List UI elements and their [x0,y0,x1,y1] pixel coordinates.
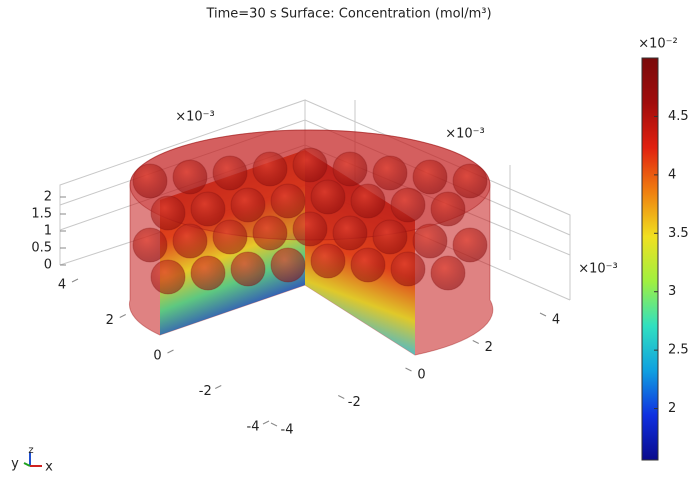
particle [133,228,167,262]
particle [391,252,425,286]
particle [191,192,225,226]
x-tick-label: 0 [417,368,425,383]
particle [453,228,487,262]
particle [271,248,305,282]
particle [151,196,185,230]
z-tick-label: 1 [44,224,52,239]
particle [351,248,385,282]
colorbar-tick-label: 2.5 [668,343,689,358]
triad-label: x [45,460,53,475]
y-tick [215,386,221,389]
particle [431,256,465,290]
z-tick-label: 0 [44,258,52,273]
particle [333,152,367,186]
chart: Time=30 s Surface: Concentration (mol/m³… [0,0,698,479]
y-tick [120,315,126,318]
y-tick [168,350,174,353]
y-tick-label: 4 [58,278,66,293]
particle [151,260,185,294]
particle [213,220,247,254]
x-tick [473,341,479,344]
x-tick-label: 4 [552,313,560,328]
z-tick-label: 2 [44,190,52,205]
particle [413,224,447,258]
x-tick [271,423,277,426]
y-tick-label: 0 [153,349,161,364]
x-tick-label: -4 [281,423,294,438]
y-tick-label: -2 [199,384,212,399]
triad-label: z [28,445,33,456]
chart-title: Time=30 s Surface: Concentration (mol/m³… [205,7,491,22]
z-multiplier: ×10⁻³ [175,110,215,125]
particle [253,216,287,250]
x-tick-label: 2 [485,340,493,355]
colorbar-multiplier: ×10⁻² [638,37,678,52]
triad-label: y [11,457,19,472]
particle [293,212,327,246]
particle [311,180,345,214]
particle [351,184,385,218]
y-tick [263,421,269,424]
y-tick-label: 2 [106,313,114,328]
particle [253,152,287,186]
particle [271,184,305,218]
colorbar-tick-label: 4 [668,167,676,182]
particle [311,244,345,278]
y-tick-label: -4 [247,420,260,435]
colorbar-tick-label: 3 [668,284,676,299]
colorbar-tick-label: 3.5 [668,226,689,241]
particle [191,256,225,290]
colorbar-tick-label: 2 [668,401,676,416]
x-tick [338,396,344,399]
x-multiplier: ×10⁻³ [445,127,485,142]
colorbar [642,58,658,460]
y-multiplier: ×10⁻³ [578,262,618,277]
particle [173,160,207,194]
particle [373,220,407,254]
z-tick-label: 0.5 [31,241,52,256]
particle [133,164,167,198]
particle [431,192,465,226]
colorbar-tick-label: 4.5 [668,109,689,124]
particle [231,252,265,286]
particle [453,164,487,198]
particle [213,156,247,190]
particle [413,160,447,194]
particle [231,188,265,222]
x-tick [540,313,546,316]
particle [373,156,407,190]
particle [293,148,327,182]
particle [333,216,367,250]
z-tick-label: 1.5 [31,207,52,222]
x-tick-label: -2 [348,395,361,410]
particle [391,188,425,222]
y-tick [72,279,78,282]
particle [173,224,207,258]
x-tick [406,368,412,371]
